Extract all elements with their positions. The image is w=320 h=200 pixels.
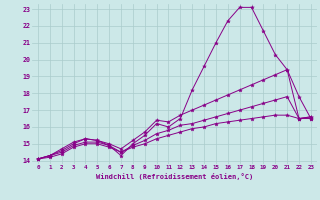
X-axis label: Windchill (Refroidissement éolien,°C): Windchill (Refroidissement éolien,°C): [96, 173, 253, 180]
